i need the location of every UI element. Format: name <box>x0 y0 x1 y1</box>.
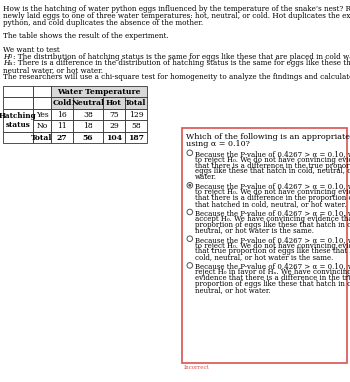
Bar <box>51 109 73 120</box>
Text: water.: water. <box>195 173 217 181</box>
Text: We want to test: We want to test <box>3 46 60 54</box>
Text: a: a <box>8 61 12 66</box>
Text: Neutral: Neutral <box>71 99 105 107</box>
Text: proportion of eggs like these that hatch in cold,: proportion of eggs like these that hatch… <box>195 221 350 229</box>
Bar <box>103 97 125 109</box>
Text: Hatching
status: Hatching status <box>0 112 37 129</box>
Bar <box>51 132 73 143</box>
Text: : There is a difference in the distribution of hatching status is the same for e: : There is a difference in the distribut… <box>13 59 350 67</box>
Text: Incorrect: Incorrect <box>184 365 210 370</box>
Text: Because the P-value of 0.4267 > α = 0.10, we: Because the P-value of 0.4267 > α = 0.10… <box>195 209 350 217</box>
Text: Because the P-value of 0.4267 > α = 0.10, we fail: Because the P-value of 0.4267 > α = 0.10… <box>195 236 350 244</box>
Text: 75: 75 <box>109 110 119 118</box>
Text: 58: 58 <box>131 122 141 130</box>
Text: evidence that there is a difference in the true: evidence that there is a difference in t… <box>195 274 350 282</box>
Text: Which of the following is an appropriate conclusion,: Which of the following is an appropriate… <box>186 133 350 141</box>
Circle shape <box>187 209 192 215</box>
Circle shape <box>187 262 192 268</box>
Text: How is the hatching of water python eggs influenced by the temperature of the sn: How is the hatching of water python eggs… <box>3 5 350 13</box>
Text: Because the P-value of 0.4267 > α = 0.10, we fail: Because the P-value of 0.4267 > α = 0.10… <box>195 150 350 158</box>
Bar <box>33 86 51 97</box>
Bar <box>125 109 147 120</box>
Text: accept H₀. We have convincing evidence that true: accept H₀. We have convincing evidence t… <box>195 215 350 223</box>
Circle shape <box>187 183 192 188</box>
Text: neutral, or hot water is the same.: neutral, or hot water is the same. <box>195 227 314 235</box>
Text: cold, neutral, or hot water is the same.: cold, neutral, or hot water is the same. <box>195 253 333 261</box>
Text: using α = 0.10?: using α = 0.10? <box>186 140 250 148</box>
Bar <box>51 97 73 109</box>
Text: 0: 0 <box>8 54 12 59</box>
Bar <box>182 128 347 363</box>
Text: to reject H₀. We do not have convincing evidence: to reject H₀. We do not have convincing … <box>195 242 350 250</box>
Text: 38: 38 <box>83 110 93 118</box>
Text: newly laid eggs to one of three water temperatures: hot, neutral, or cold. Hot d: newly laid eggs to one of three water te… <box>3 12 350 20</box>
Text: 16: 16 <box>57 110 67 118</box>
Bar <box>125 132 147 143</box>
Bar <box>103 109 125 120</box>
Bar <box>73 132 103 143</box>
Text: Cold: Cold <box>52 99 72 107</box>
Text: No: No <box>36 122 48 130</box>
Text: 18: 18 <box>83 122 93 130</box>
Bar <box>73 109 103 120</box>
Text: 29: 29 <box>109 122 119 130</box>
Text: 129: 129 <box>129 110 143 118</box>
Text: that true proportion of eggs like these that hatch in: that true proportion of eggs like these … <box>195 248 350 256</box>
Text: 11: 11 <box>57 122 67 130</box>
Bar <box>51 86 147 97</box>
Text: Because the P-value of 0.4267 > α = 0.10, we fail: Because the P-value of 0.4267 > α = 0.10… <box>195 183 350 191</box>
Bar <box>51 120 73 132</box>
Text: to reject H₀. We do not have convincing evidence: to reject H₀. We do not have convincing … <box>195 156 350 164</box>
Text: reject H₀ in favor of Hₐ. We have convincing: reject H₀ in favor of Hₐ. We have convin… <box>195 269 350 277</box>
Bar <box>125 120 147 132</box>
Bar <box>103 132 125 143</box>
Text: Yes: Yes <box>36 110 48 118</box>
Bar <box>125 97 147 109</box>
Text: proportion of eggs like these that hatch in cold,: proportion of eggs like these that hatch… <box>195 280 350 288</box>
Text: that hatched in cold, neutral, or hot water.: that hatched in cold, neutral, or hot wa… <box>195 200 346 208</box>
Text: to reject H₀. We do not have convincing evidence: to reject H₀. We do not have convincing … <box>195 188 350 196</box>
Text: neutral water, or hot water.: neutral water, or hot water. <box>3 66 103 74</box>
Bar <box>3 86 33 97</box>
Circle shape <box>187 150 192 155</box>
Text: Total: Total <box>125 99 147 107</box>
Bar <box>3 97 33 109</box>
Bar <box>73 97 103 109</box>
Text: Because the P-value of 0.4267 > α = 0.10, we: Because the P-value of 0.4267 > α = 0.10… <box>195 262 350 270</box>
Text: : The distribution of hatching status is the same for eggs like these that are p: : The distribution of hatching status is… <box>13 53 350 61</box>
Text: 187: 187 <box>128 134 144 142</box>
Circle shape <box>187 236 192 241</box>
Text: Total: Total <box>31 134 53 142</box>
Text: 56: 56 <box>83 134 93 142</box>
Text: Hot: Hot <box>106 99 122 107</box>
Bar <box>33 132 51 143</box>
Circle shape <box>188 184 191 187</box>
Bar <box>33 120 51 132</box>
Text: The table shows the result of the experiment.: The table shows the result of the experi… <box>3 32 169 40</box>
Bar <box>33 97 51 109</box>
Bar <box>33 109 51 120</box>
Text: eggs like these that hatch in cold, neutral, or hot: eggs like these that hatch in cold, neut… <box>195 167 350 175</box>
Text: neutral, or hot water.: neutral, or hot water. <box>195 286 270 294</box>
Bar <box>3 132 33 143</box>
Text: that there is a difference in the proportion of eggs: that there is a difference in the propor… <box>195 194 350 202</box>
Text: H: H <box>3 59 9 67</box>
Text: that there is a difference in the true proportion of: that there is a difference in the true p… <box>195 162 350 170</box>
Text: The researchers will use a chi-square test for homogeneity to analyze the findin: The researchers will use a chi-square te… <box>3 73 350 81</box>
Text: 27: 27 <box>57 134 67 142</box>
Text: 104: 104 <box>106 134 122 142</box>
Text: python, and cold duplicates the absence of the mother.: python, and cold duplicates the absence … <box>3 19 203 27</box>
Bar <box>103 120 125 132</box>
Bar <box>3 109 33 132</box>
Text: Water Temperature: Water Temperature <box>57 87 141 96</box>
Text: H: H <box>3 53 9 61</box>
Bar <box>73 120 103 132</box>
